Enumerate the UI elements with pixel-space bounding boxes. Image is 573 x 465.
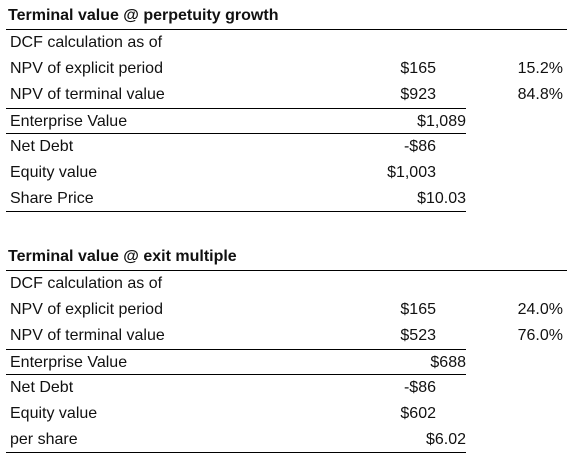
row-value: $165 [400,60,436,77]
enterprise-value-row: Enterprise Value $688 [6,349,466,375]
row-label: NPV of explicit period [10,301,163,318]
row-value: $688 [430,354,466,371]
share-price-row: Share Price $10.03 [6,186,466,212]
row-value: $6.02 [425,431,466,448]
row-label: Net Debt [10,379,74,396]
npv-explicit-period-row: NPV of explicit period $165 24.0% [6,297,567,323]
row-value: $923 [400,86,436,103]
exit-multiple-section: Terminal value @ exit multiple DCF calcu… [6,243,567,453]
npv-terminal-value-row: NPV of terminal value $523 76.0% [6,323,567,349]
npv-terminal-value-row: NPV of terminal value $923 84.8% [6,82,567,108]
row-label: Share Price [10,190,94,207]
equity-value-row: Equity value $602 [6,401,567,427]
row-value: -$86 [403,379,436,396]
row-label: Equity value [10,164,98,181]
equity-value-row: Equity value $1,003 [6,160,567,186]
perpetuity-growth-section: Terminal value @ perpetuity growth DCF c… [6,2,567,212]
row-value: $165 [400,301,436,318]
row-label: Enterprise Value [10,113,128,130]
row-label: Enterprise Value [10,354,128,371]
row-value: $523 [400,327,436,344]
row-label: NPV of terminal value [10,86,165,103]
enterprise-value-row: Enterprise Value $1,089 [6,108,466,134]
row-percent: 76.0% [517,327,563,344]
perpetuity-growth-title: Terminal value @ perpetuity growth [6,2,567,30]
row-percent: 15.2% [517,60,563,77]
row-percent: 84.8% [517,86,563,103]
exit-multiple-title: Terminal value @ exit multiple [6,243,567,271]
row-value: $10.03 [417,190,466,207]
dcf-calculation-row: DCF calculation as of [6,271,567,297]
row-label: per share [10,431,78,448]
row-label: Net Debt [10,138,74,155]
row-label: NPV of terminal value [10,327,165,344]
row-value: -$86 [403,138,436,155]
row-label: DCF calculation as of [10,275,163,292]
net-debt-row: Net Debt -$86 [6,134,567,160]
net-debt-row: Net Debt -$86 [6,375,567,401]
row-percent: 24.0% [517,301,563,318]
per-share-row: per share $6.02 [6,427,466,453]
dcf-calculation-row: DCF calculation as of [6,30,567,56]
row-value: $1,003 [387,164,436,181]
npv-explicit-period-row: NPV of explicit period $165 15.2% [6,56,567,82]
row-value: $602 [400,405,436,422]
row-label: NPV of explicit period [10,60,163,77]
row-label: DCF calculation as of [10,34,163,51]
row-label: Equity value [10,405,98,422]
row-value: $1,089 [417,113,466,130]
